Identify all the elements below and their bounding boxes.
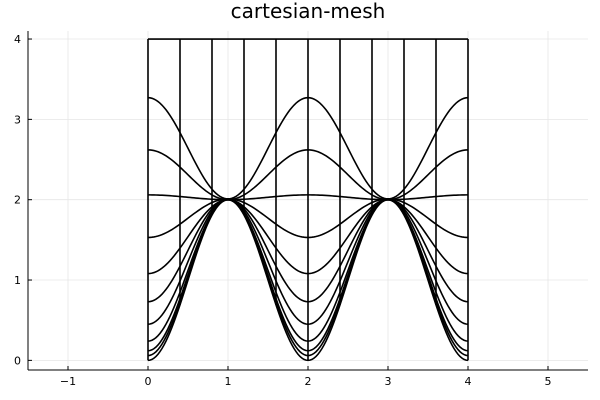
mesh-layer [147,38,469,362]
y-tick-label: 2 [14,194,21,207]
x-tick-label: 1 [225,375,232,388]
x-tick-label: 5 [545,375,552,388]
axis-layer: −1 0 1 2 3 4 5 0 1 2 3 4 [14,31,588,388]
x-tick-label: 4 [465,375,472,388]
chart-title: cartesian-mesh [231,0,386,23]
y-tick-label: 0 [14,354,21,367]
x-tick-label: 0 [145,375,152,388]
y-tick-label: 3 [14,113,21,126]
y-tick-label: 4 [14,33,21,46]
x-tick-label: 3 [385,375,392,388]
x-tick-label: 2 [305,375,312,388]
x-tick-label: −1 [60,375,76,388]
y-tick-label: 1 [14,274,21,287]
